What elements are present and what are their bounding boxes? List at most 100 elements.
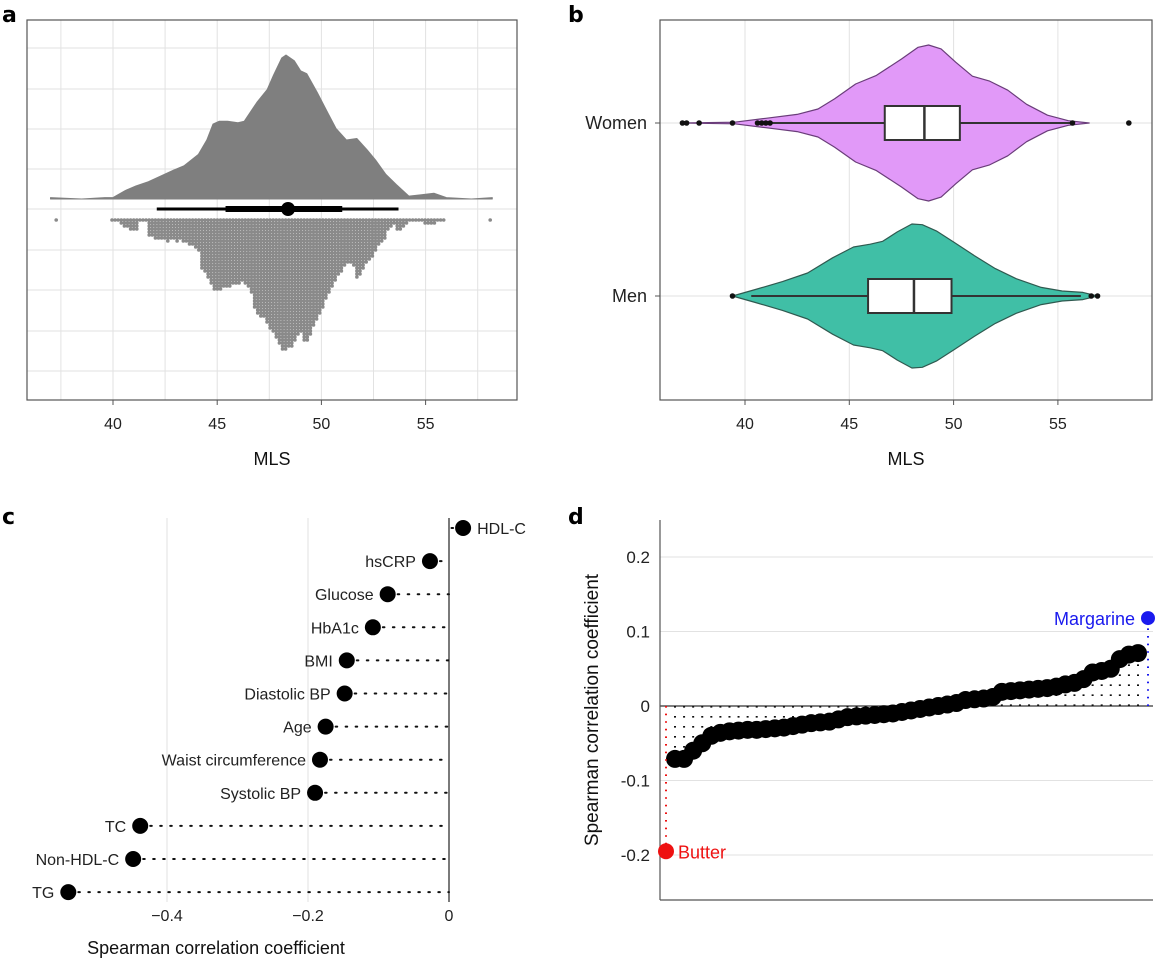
dot bbox=[339, 248, 344, 252]
dot bbox=[339, 236, 344, 240]
dot bbox=[255, 275, 260, 279]
dot bbox=[280, 245, 285, 249]
dot bbox=[296, 293, 300, 297]
dot bbox=[355, 266, 359, 270]
dot bbox=[321, 281, 325, 285]
dot bbox=[314, 227, 319, 231]
dot bbox=[150, 230, 155, 234]
dot bbox=[203, 254, 207, 258]
dot bbox=[345, 236, 350, 240]
dot bbox=[370, 221, 375, 225]
dot bbox=[262, 275, 266, 279]
dot bbox=[243, 233, 248, 237]
dot bbox=[395, 221, 400, 225]
category-label: TC bbox=[105, 819, 126, 836]
dot bbox=[200, 233, 204, 237]
dot bbox=[286, 308, 291, 312]
dot bbox=[159, 224, 164, 228]
dot bbox=[314, 242, 319, 246]
y-axis-title: Spearman correlation coefficient bbox=[582, 573, 603, 846]
dot bbox=[311, 299, 316, 303]
dot bbox=[314, 278, 319, 282]
dot bbox=[234, 248, 238, 252]
dot bbox=[330, 242, 334, 246]
dot bbox=[231, 278, 235, 282]
dot bbox=[348, 218, 353, 222]
dot bbox=[259, 248, 263, 252]
dot bbox=[153, 233, 158, 237]
dot bbox=[311, 320, 316, 324]
dot bbox=[308, 269, 313, 273]
lollipop-point bbox=[455, 520, 472, 536]
dot bbox=[262, 224, 266, 228]
dot bbox=[333, 239, 338, 243]
dot bbox=[262, 260, 266, 264]
dot bbox=[327, 272, 331, 276]
dot bbox=[286, 260, 291, 264]
dot bbox=[237, 263, 241, 267]
dot bbox=[175, 221, 179, 225]
dot bbox=[274, 221, 279, 225]
dot bbox=[317, 221, 322, 225]
dot bbox=[317, 251, 322, 255]
dot bbox=[314, 281, 319, 285]
dot bbox=[277, 329, 282, 333]
dot bbox=[240, 251, 244, 255]
dot bbox=[308, 302, 313, 306]
dot bbox=[234, 230, 238, 234]
dot bbox=[200, 266, 204, 270]
dot bbox=[293, 263, 297, 267]
dot bbox=[172, 227, 176, 231]
outlier-point bbox=[683, 120, 690, 126]
dot bbox=[228, 221, 232, 225]
dot bbox=[200, 230, 204, 234]
dot bbox=[283, 347, 288, 351]
dot bbox=[271, 281, 276, 285]
dot bbox=[271, 305, 276, 309]
dot bbox=[314, 260, 319, 264]
dot bbox=[200, 221, 204, 225]
dot bbox=[197, 230, 201, 234]
dot bbox=[283, 320, 288, 324]
dot bbox=[280, 230, 285, 234]
dot bbox=[299, 269, 303, 273]
dot bbox=[212, 263, 217, 267]
dot bbox=[283, 296, 288, 300]
dot bbox=[206, 257, 210, 261]
dot bbox=[162, 233, 167, 237]
dot bbox=[209, 233, 213, 237]
dot bbox=[305, 281, 310, 285]
dot bbox=[296, 278, 300, 282]
dot bbox=[305, 221, 310, 225]
dot bbox=[243, 269, 248, 273]
dot bbox=[277, 248, 282, 252]
dot bbox=[234, 263, 238, 267]
dot bbox=[333, 278, 338, 282]
dot bbox=[243, 257, 248, 261]
dot bbox=[376, 242, 381, 246]
dot bbox=[308, 284, 313, 288]
dot bbox=[277, 236, 282, 240]
dot bbox=[280, 275, 285, 279]
dot bbox=[255, 269, 260, 273]
dot bbox=[314, 236, 319, 240]
dot bbox=[293, 227, 297, 231]
dot bbox=[221, 245, 226, 249]
butter-point bbox=[658, 843, 674, 860]
dot bbox=[200, 263, 204, 267]
dot bbox=[240, 239, 244, 243]
dot bbox=[249, 272, 254, 276]
outlier-point bbox=[679, 120, 686, 126]
dot bbox=[259, 242, 263, 246]
dot bbox=[308, 218, 313, 222]
dot bbox=[150, 218, 155, 222]
dot bbox=[212, 236, 217, 240]
dot bbox=[314, 221, 319, 225]
dot bbox=[293, 329, 297, 333]
dot bbox=[231, 263, 235, 267]
dot bbox=[181, 239, 186, 243]
dot bbox=[293, 233, 297, 237]
dot bbox=[268, 296, 272, 300]
dot bbox=[330, 254, 334, 258]
